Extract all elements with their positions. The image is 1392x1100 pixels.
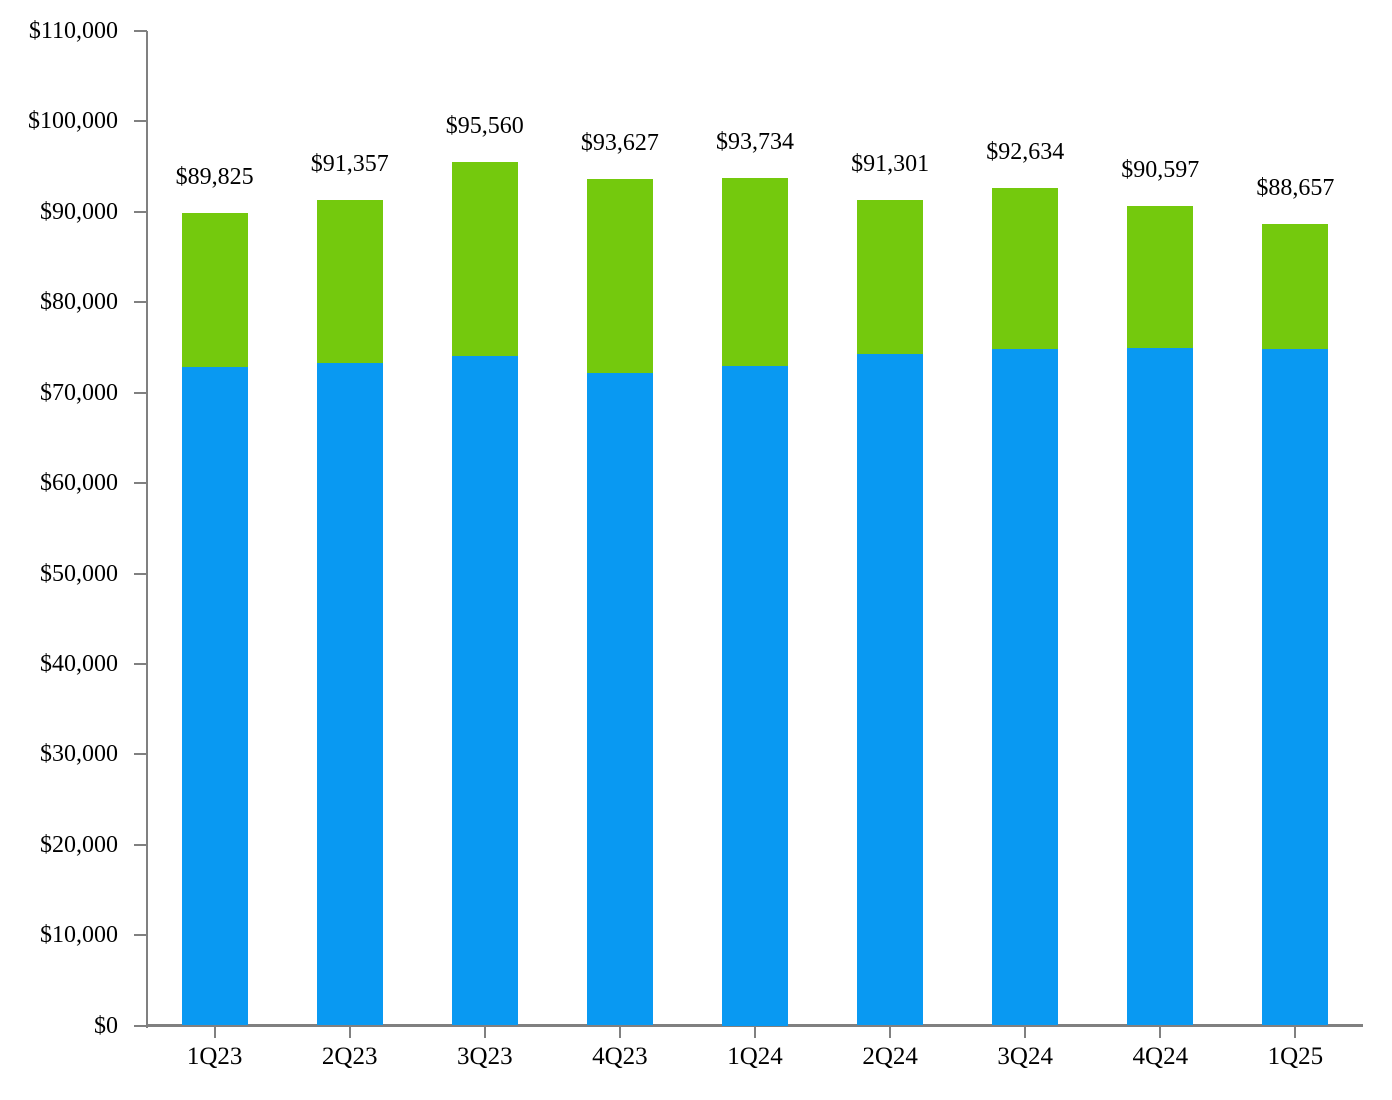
x-axis-tick bbox=[348, 1027, 351, 1038]
y-axis-tick bbox=[134, 301, 147, 304]
bar-segment-upper-segment-green-3Q24 bbox=[992, 188, 1059, 349]
bar-segment-lower-segment-blue-4Q24 bbox=[1127, 347, 1194, 1026]
y-axis-tick-label: $80,000 bbox=[40, 289, 118, 316]
bar-total-label: $90,597 bbox=[1121, 157, 1200, 184]
y-axis-tick-label: $100,000 bbox=[28, 108, 118, 135]
bar-total-label: $89,825 bbox=[175, 164, 254, 191]
x-axis-tick-label: 3Q23 bbox=[457, 1043, 513, 1070]
bar-segment-lower-segment-blue-4Q23 bbox=[586, 372, 653, 1026]
y-axis-tick-label: $40,000 bbox=[40, 650, 118, 677]
x-axis-tick bbox=[618, 1027, 621, 1038]
x-axis-tick-label: 1Q25 bbox=[1267, 1043, 1324, 1070]
y-axis-tick bbox=[134, 120, 147, 123]
bar-total-label: $95,560 bbox=[445, 112, 524, 139]
y-axis-tick-label: $110,000 bbox=[28, 18, 118, 44]
bar-total-label: $92,634 bbox=[986, 139, 1065, 165]
x-axis-line bbox=[146, 1024, 1363, 1027]
bar-total-label: $91,301 bbox=[851, 151, 930, 178]
y-axis-tick bbox=[134, 572, 147, 575]
y-axis-line bbox=[146, 31, 148, 1028]
bar-total-label: $93,734 bbox=[716, 129, 794, 156]
bar-segment-lower-segment-blue-3Q23 bbox=[451, 355, 518, 1026]
y-axis-tick bbox=[134, 30, 147, 32]
bar-segment-upper-segment-green-4Q23 bbox=[586, 179, 653, 373]
x-axis-tick bbox=[483, 1027, 486, 1038]
x-axis-tick-label: 4Q24 bbox=[1132, 1043, 1189, 1070]
x-axis-tick-label: 4Q23 bbox=[592, 1043, 648, 1070]
x-axis-tick-label: 1Q23 bbox=[186, 1043, 243, 1070]
bar-segment-lower-segment-blue-2Q24 bbox=[857, 353, 924, 1026]
y-axis-tick bbox=[134, 934, 147, 937]
bar-segment-lower-segment-blue-1Q25 bbox=[1262, 348, 1329, 1026]
x-axis-tick-label: 2Q23 bbox=[321, 1043, 378, 1070]
bar-segment-lower-segment-blue-2Q23 bbox=[316, 362, 383, 1026]
x-axis-tick bbox=[213, 1027, 216, 1038]
bar-segment-upper-segment-green-1Q23 bbox=[181, 213, 248, 368]
y-axis-tick-label: $0 bbox=[94, 1012, 118, 1039]
bar-segment-lower-segment-blue-1Q23 bbox=[181, 367, 248, 1026]
bar-segment-upper-segment-green-1Q25 bbox=[1262, 224, 1329, 349]
y-axis-tick bbox=[134, 662, 147, 665]
y-axis-tick-label: $20,000 bbox=[40, 831, 118, 858]
y-axis-tick-label: $30,000 bbox=[40, 741, 118, 768]
bar-total-label: $93,627 bbox=[580, 130, 659, 156]
y-axis-tick bbox=[134, 391, 147, 394]
bar-segment-upper-segment-green-3Q23 bbox=[451, 161, 518, 356]
x-axis-tick bbox=[754, 1027, 756, 1038]
bar-segment-upper-segment-green-2Q24 bbox=[857, 200, 924, 354]
y-axis-tick bbox=[134, 843, 147, 846]
x-axis-tick-label: 2Q24 bbox=[862, 1043, 918, 1070]
y-axis-tick-label: $70,000 bbox=[40, 379, 118, 406]
x-axis-tick bbox=[1294, 1027, 1297, 1038]
bar-total-label: $88,657 bbox=[1256, 175, 1335, 201]
bar-segment-upper-segment-green-1Q24 bbox=[722, 178, 788, 366]
x-axis-tick bbox=[1159, 1027, 1162, 1038]
bar-segment-lower-segment-blue-1Q24 bbox=[722, 365, 788, 1026]
y-axis-tick-label: $10,000 bbox=[40, 922, 118, 949]
y-axis-tick bbox=[134, 753, 147, 756]
bar-segment-upper-segment-green-2Q23 bbox=[316, 199, 383, 363]
bar-segment-upper-segment-green-4Q24 bbox=[1127, 206, 1194, 348]
y-axis-tick bbox=[134, 1024, 147, 1027]
y-axis-tick-label: $50,000 bbox=[40, 560, 118, 587]
y-axis-tick bbox=[134, 210, 147, 213]
x-axis-tick bbox=[1024, 1027, 1027, 1038]
x-axis-tick-label: 3Q24 bbox=[997, 1043, 1053, 1070]
y-axis-tick bbox=[134, 482, 147, 484]
y-axis-tick-label: $60,000 bbox=[40, 470, 118, 496]
x-axis-tick bbox=[889, 1027, 892, 1038]
x-axis-tick-label: 1Q24 bbox=[727, 1043, 783, 1070]
y-axis-tick-label: $90,000 bbox=[40, 198, 118, 225]
bar-total-label: $91,357 bbox=[310, 150, 389, 177]
bar-segment-lower-segment-blue-3Q24 bbox=[992, 348, 1059, 1026]
